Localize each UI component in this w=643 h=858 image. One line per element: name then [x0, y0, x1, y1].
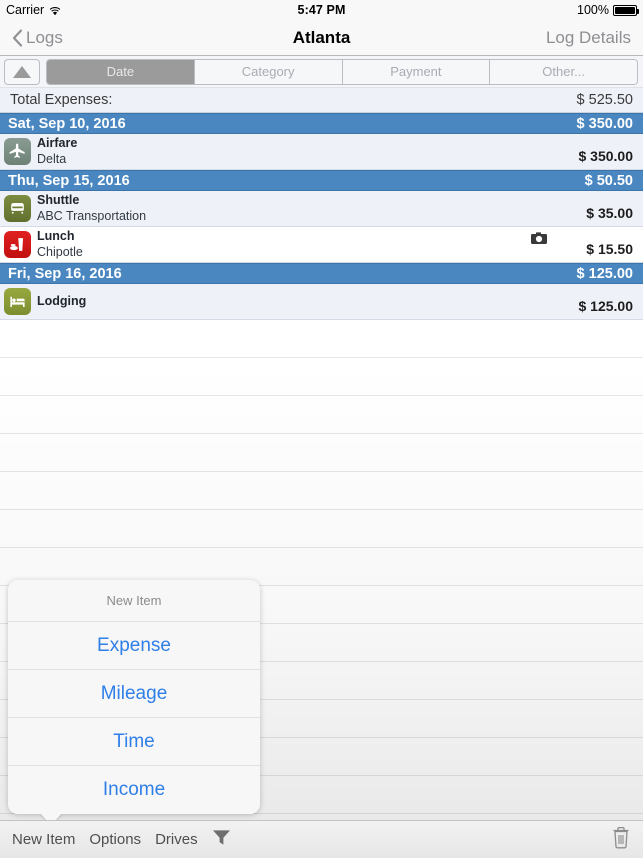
row-subtitle: Delta [37, 151, 67, 166]
drives-button[interactable]: Drives [155, 831, 198, 848]
segment-other[interactable]: Other... [490, 59, 637, 84]
segment-date[interactable]: Date [47, 59, 195, 84]
empty-row [0, 548, 643, 586]
popover-item-mileage[interactable]: Mileage [8, 670, 260, 718]
new-item-button[interactable]: New Item [12, 831, 76, 848]
sort-segmented-control[interactable]: Date Category Payment Other... [46, 58, 638, 85]
segment-payment[interactable]: Payment [342, 59, 491, 84]
carrier-label: Carrier [6, 3, 45, 17]
row-subtitle: ABC Transportation [37, 208, 147, 223]
date-section-header[interactable]: Sat, Sep 10, 2016 $ 350.00 [0, 113, 643, 134]
date-label: Fri, Sep 16, 2016 [8, 265, 122, 282]
date-total: $ 350.00 [576, 115, 633, 132]
battery-icon [613, 4, 639, 16]
log-details-button[interactable]: Log Details [545, 27, 631, 47]
empty-row [0, 434, 643, 472]
date-section-header[interactable]: Thu, Sep 15, 2016 $ 50.50 [0, 170, 643, 191]
options-button[interactable]: Options [89, 831, 142, 848]
row-texts: Lunch Chipotle [37, 229, 586, 260]
empty-row [0, 358, 643, 396]
empty-row [0, 510, 643, 548]
date-label: Sat, Sep 10, 2016 [8, 115, 126, 132]
date-section-header[interactable]: Fri, Sep 16, 2016 $ 125.00 [0, 263, 643, 284]
row-subtitle: Chipotle [37, 244, 83, 259]
sort-bar: Date Category Payment Other... [0, 56, 643, 88]
row-texts: Airfare Delta [37, 136, 579, 167]
camera-icon[interactable] [531, 232, 547, 250]
row-title: Shuttle [37, 192, 80, 207]
empty-row [0, 320, 643, 358]
row-title: Airfare [37, 135, 78, 150]
trash-icon[interactable] [611, 826, 631, 854]
row-texts: Lodging [37, 294, 579, 310]
airplane-icon [4, 138, 31, 165]
row-title: Lunch [37, 228, 75, 243]
row-amount: $ 15.50 [586, 241, 633, 257]
sort-direction-button[interactable] [4, 58, 40, 85]
total-expenses-amount: $ 525.50 [576, 92, 633, 108]
popover-inner: New Item Expense Mileage Time Income [8, 580, 260, 814]
table-row[interactable]: Airfare Delta $ 350.00 [0, 134, 643, 170]
popover-item-expense[interactable]: Expense [8, 622, 260, 670]
back-button[interactable]: Logs [12, 28, 63, 48]
battery-percent-label: 100% [577, 3, 609, 17]
wifi-icon [49, 5, 61, 16]
popover-title: New Item [8, 580, 260, 622]
triangle-up-icon [13, 65, 31, 78]
empty-row [0, 396, 643, 434]
navigation-bar: Logs Atlanta Log Details [0, 20, 643, 56]
popover-item-income[interactable]: Income [8, 766, 260, 814]
row-amount: $ 125.00 [578, 298, 634, 314]
status-bar-left: Carrier [6, 3, 61, 17]
table-row[interactable]: Lodging $ 125.00 [0, 284, 643, 320]
bed-icon [4, 288, 31, 315]
date-total: $ 125.00 [576, 265, 633, 282]
funnel-filter-icon[interactable] [212, 829, 231, 851]
meal-icon [4, 231, 31, 258]
row-title: Lodging [37, 293, 87, 308]
date-label: Thu, Sep 15, 2016 [8, 172, 130, 189]
total-expenses-label: Total Expenses: [10, 92, 113, 108]
back-button-label: Logs [26, 27, 63, 47]
status-bar: Carrier 5:47 PM 100% [0, 0, 643, 20]
row-amount: $ 35.00 [586, 205, 633, 221]
date-total: $ 50.50 [584, 172, 633, 189]
empty-row [0, 472, 643, 510]
segment-category[interactable]: Category [194, 59, 343, 84]
table-row[interactable]: Shuttle ABC Transportation $ 35.00 [0, 191, 643, 227]
bottom-toolbar: New Item Options Drives [0, 820, 643, 858]
row-amount: $ 350.00 [578, 148, 634, 164]
status-bar-time: 5:47 PM [297, 3, 346, 17]
total-expenses-bar: Total Expenses: $ 525.50 [0, 88, 643, 113]
shuttle-bus-icon [4, 195, 31, 222]
new-item-popover: New Item Expense Mileage Time Income [8, 580, 260, 825]
page-title: Atlanta [292, 27, 351, 47]
table-row[interactable]: Lunch Chipotle $ 15.50 [0, 227, 643, 263]
status-bar-right: 100% [577, 3, 639, 17]
popover-item-time[interactable]: Time [8, 718, 260, 766]
chevron-left-icon [12, 28, 23, 47]
row-texts: Shuttle ABC Transportation [37, 193, 586, 224]
